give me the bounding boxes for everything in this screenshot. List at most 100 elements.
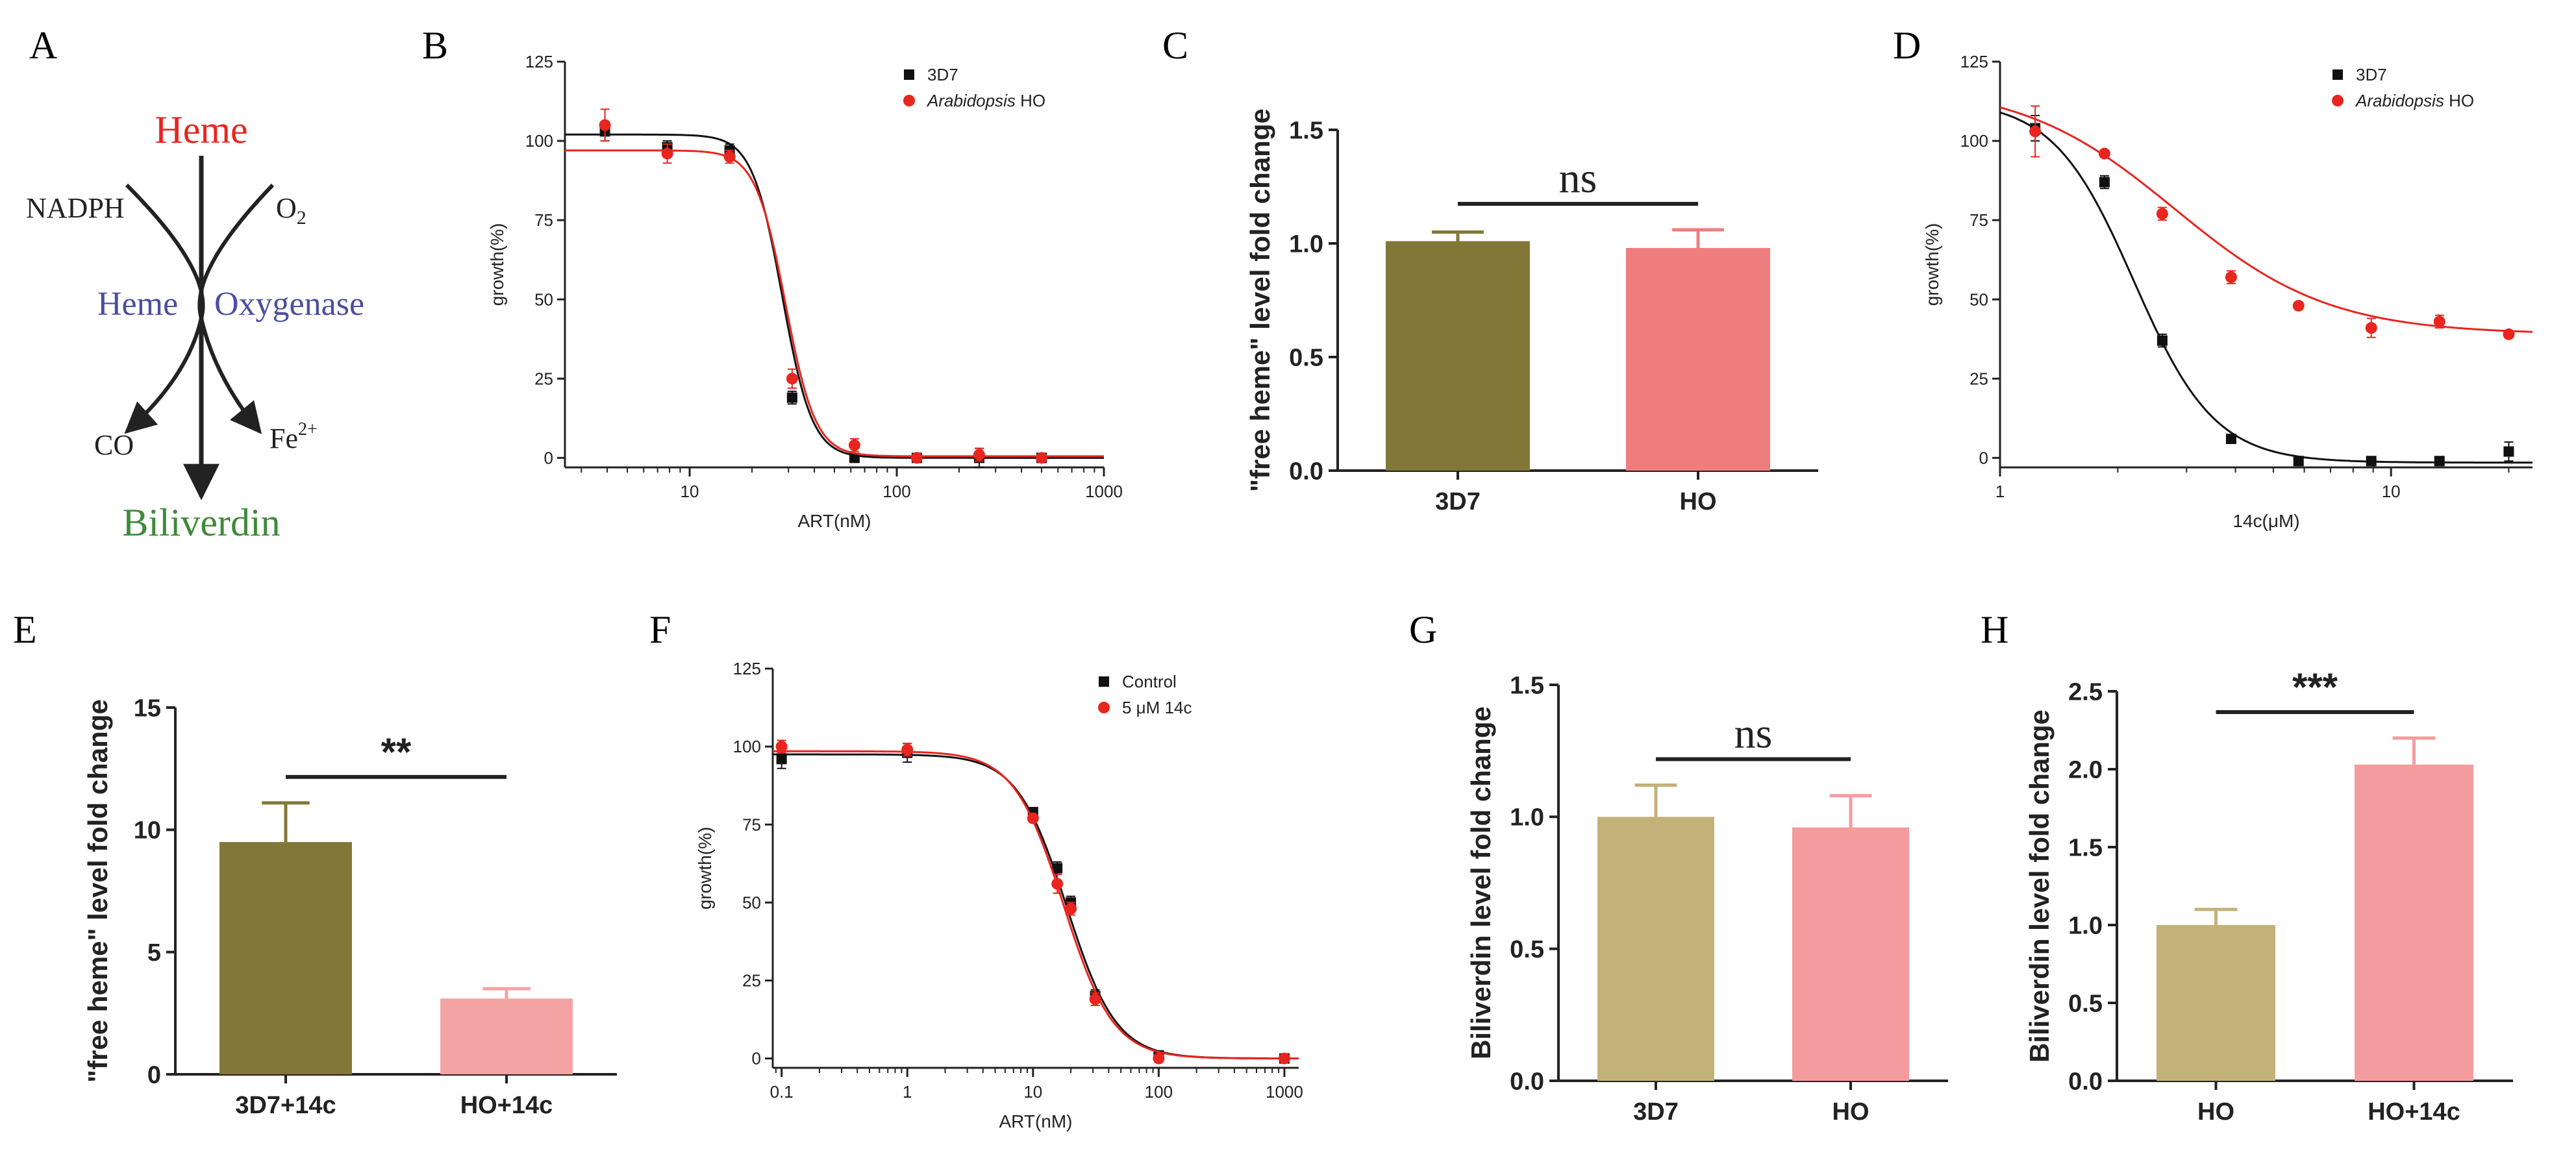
y-tick-label: 0.0 xyxy=(1289,458,1323,485)
data-point xyxy=(2156,208,2168,220)
chart-panel-h: 0.0 0.5 1.0 1.5 2.0 2.5 HO HO+14c Biliverdin lev… xyxy=(2024,665,2513,1126)
fit-curve-2 xyxy=(1999,106,2533,333)
significance-label: *** xyxy=(2292,665,2338,709)
data-point xyxy=(1035,452,1047,464)
panel-letter-a: A xyxy=(29,24,57,67)
data-point xyxy=(2292,299,2305,312)
y-tick-label: 75 xyxy=(742,815,761,834)
x-tick-label: 100 xyxy=(882,482,910,501)
y-tick-label: 25 xyxy=(742,971,761,991)
pathway-product-arc-right xyxy=(199,317,262,434)
x-tick-label: HO xyxy=(2197,1098,2234,1126)
data-point xyxy=(1153,1052,1165,1065)
data-point xyxy=(2225,434,2236,445)
y-tick-label: 100 xyxy=(733,737,761,756)
pathway-product-arc-left xyxy=(124,317,203,434)
x-tick-label: 1000 xyxy=(1085,482,1123,501)
y-axis-label: growth(%) xyxy=(1922,223,1942,306)
y-tick-label: 50 xyxy=(742,893,761,912)
y-tick-label: 0.5 xyxy=(1510,936,1544,963)
y-tick-label: 1.0 xyxy=(1289,230,1323,258)
x-tick-label: 1 xyxy=(903,1082,912,1102)
y-tick-label: 100 xyxy=(1960,131,1988,151)
pathway-cofactor-arc-left xyxy=(125,183,205,319)
data-point xyxy=(1089,993,1101,1006)
x-tick-label: 0.1 xyxy=(770,1082,794,1102)
y-tick-label: 25 xyxy=(1970,369,1988,388)
legend-label: 3D7 xyxy=(2356,65,2387,84)
x-tick-label: 3D7+14c xyxy=(235,1092,336,1119)
data-point xyxy=(599,119,611,131)
panel-letter-e: E xyxy=(13,608,37,651)
panel-letter-d: D xyxy=(1893,24,1921,67)
panel-letter-g: G xyxy=(1409,608,1437,651)
data-point xyxy=(1278,1052,1290,1065)
y-tick-label: 0.5 xyxy=(1289,344,1323,371)
data-point xyxy=(848,439,860,451)
significance-label: ns xyxy=(1559,154,1597,202)
panel-letters: A B C D E F G H xyxy=(13,24,2008,651)
fit-curve-1 xyxy=(1999,111,2532,464)
y-tick-label: 0.0 xyxy=(2068,1068,2103,1095)
panel-letter-h: H xyxy=(1981,608,2008,651)
pathway-enzyme-word2: Oxygenase xyxy=(214,286,364,323)
y-axis-label: growth(%) xyxy=(487,223,507,306)
data-point xyxy=(849,452,860,463)
data-point xyxy=(2293,456,2304,467)
legend-marker xyxy=(904,69,914,80)
data-point xyxy=(786,373,798,385)
data-point xyxy=(910,452,923,464)
y-tick-label: 125 xyxy=(733,659,761,678)
data-point xyxy=(973,449,985,461)
x-tick-label: 10 xyxy=(1023,1082,1042,1102)
x-tick-label: 1 xyxy=(1995,482,2005,501)
pathway-product-left: CO xyxy=(94,429,134,461)
y-tick-label: 0 xyxy=(544,448,553,467)
data-point xyxy=(723,151,736,163)
y-tick-label: 10 xyxy=(134,817,161,845)
x-tick-label: 10 xyxy=(2382,482,2401,501)
data-point xyxy=(2098,147,2110,160)
pathway-cofactor-arc-right xyxy=(197,183,275,319)
x-axis-label: ART(nM) xyxy=(999,1111,1072,1131)
x-tick-label: HO+14c xyxy=(460,1092,553,1119)
pathway-product: Biliverdin xyxy=(122,501,280,544)
y-axis-label: "free heme" level fold change xyxy=(82,699,113,1083)
x-tick-label: HO+14c xyxy=(2368,1098,2460,1126)
pathway-cofactor-right: O2 xyxy=(276,192,306,228)
data-point xyxy=(2434,456,2445,467)
y-tick-label: 125 xyxy=(1960,52,1988,71)
panel-letter-c: C xyxy=(1162,24,1188,67)
x-tick-label: 3D7 xyxy=(1633,1098,1679,1126)
legend-marker xyxy=(1099,676,1109,687)
data-point xyxy=(775,741,788,753)
legend-label: Arabidopsis HO xyxy=(2355,91,2474,110)
legend-label: Control xyxy=(1122,672,1177,691)
chart-panel-g: 0.0 0.5 1.0 1.5 3D7 HO Biliverdin level fold c… xyxy=(1466,672,1948,1126)
pathway-product-right: Fe2+ xyxy=(269,419,318,454)
data-point xyxy=(1052,863,1063,874)
y-tick-label: 0 xyxy=(752,1049,761,1068)
y-tick-label: 125 xyxy=(525,52,553,71)
panel-letter-f: F xyxy=(649,608,671,651)
data-point xyxy=(776,754,787,765)
legend-label: Arabidopsis HO xyxy=(926,91,1045,110)
fit-curve-2 xyxy=(565,149,1104,458)
legend-label: 5 μM 14c xyxy=(1122,698,1192,717)
y-tick-label: 5 xyxy=(147,939,161,967)
y-tick-label: 100 xyxy=(525,131,553,151)
bar xyxy=(1386,241,1530,471)
data-point xyxy=(2503,446,2514,457)
data-point xyxy=(2157,335,2168,346)
y-tick-label: 1.0 xyxy=(1510,804,1544,832)
significance-label: ns xyxy=(1734,710,1773,758)
x-axis-label: 14c(μM) xyxy=(2232,511,2299,531)
data-point xyxy=(1051,878,1064,890)
legend-marker xyxy=(2332,95,2344,106)
x-tick-label: 1000 xyxy=(1266,1082,1303,1102)
y-tick-label: 1.5 xyxy=(1510,672,1544,699)
y-axis-label: "free heme" level fold change xyxy=(1245,108,1275,492)
y-axis-label: Biliverdin level fold change xyxy=(2024,710,2055,1063)
data-point xyxy=(1065,902,1077,915)
